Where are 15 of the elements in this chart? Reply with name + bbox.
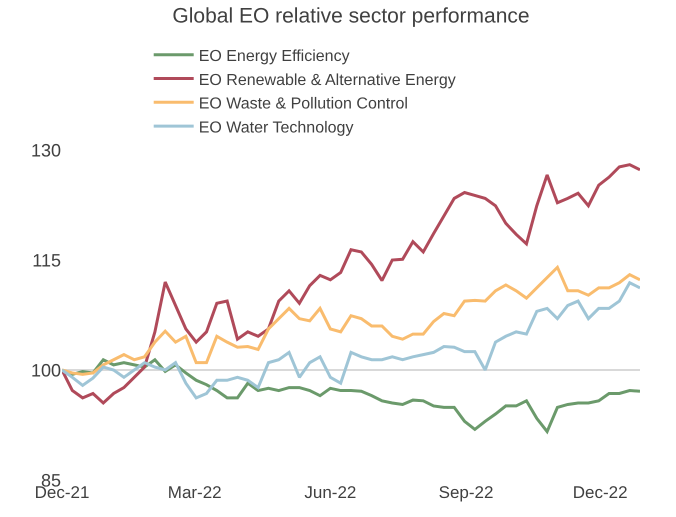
chart-title: Global EO relative sector performance <box>172 4 530 28</box>
x-tick-label: Mar-22 <box>168 483 222 502</box>
line-series <box>62 266 640 376</box>
y-tick-label: 130 <box>30 140 61 160</box>
line-series <box>62 163 640 404</box>
x-tick-label: Dec-22 <box>572 483 628 502</box>
x-tick-label: Jun-22 <box>304 483 356 502</box>
line-series <box>62 281 640 400</box>
y-tick-label: 115 <box>32 250 61 270</box>
legend-label: EO Waste & Pollution Control <box>198 96 408 113</box>
legend-label: EO Renewable & Alternative Energy <box>198 72 456 89</box>
legend-label: EO Energy Efficiency <box>198 48 350 65</box>
legend-label: EO Water Technology <box>198 119 354 136</box>
x-tick-label: Sep-22 <box>438 483 494 502</box>
y-tick-label: 100 <box>30 360 61 380</box>
